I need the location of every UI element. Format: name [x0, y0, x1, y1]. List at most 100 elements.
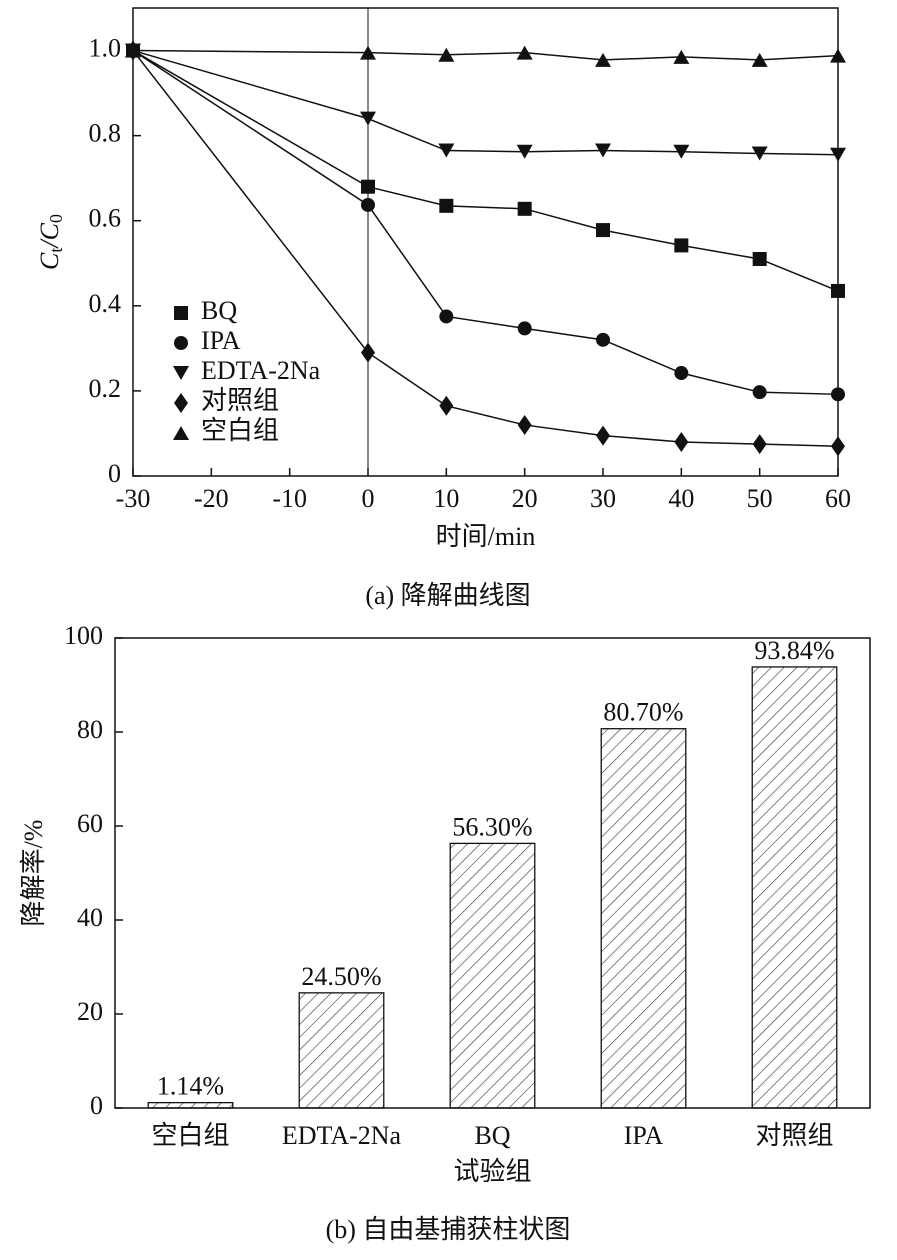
marker — [517, 321, 532, 336]
y-axis-label-part: 0 — [46, 214, 66, 223]
caption: (a) 降解曲线图 — [365, 581, 530, 610]
y-axis-label-part: t — [46, 248, 66, 253]
marker — [596, 425, 610, 446]
x-tick-label: -20 — [194, 484, 229, 513]
x-tick-label: -10 — [272, 484, 307, 513]
x-tick-label: BQ — [474, 1121, 510, 1150]
marker — [752, 434, 767, 455]
x-tick-label: 对照组 — [755, 1121, 833, 1150]
y-tick-label: 100 — [64, 621, 103, 650]
legend-label: EDTA-2Na — [201, 356, 321, 385]
marker — [361, 197, 375, 212]
y-tick-label: 20 — [77, 997, 103, 1026]
legend-marker — [173, 366, 189, 380]
x-tick-label: 空白组 — [151, 1121, 229, 1150]
marker — [360, 45, 376, 60]
y-tick-label: 0 — [90, 1091, 103, 1120]
x-axis-label: 试验组 — [453, 1157, 531, 1186]
x-tick-label: 10 — [433, 484, 459, 513]
x-tick-label: 50 — [747, 484, 773, 513]
marker — [831, 436, 845, 457]
x-tick-label: 0 — [362, 484, 375, 513]
marker — [517, 414, 532, 435]
marker — [830, 48, 846, 63]
marker — [517, 201, 532, 216]
marker — [751, 52, 768, 67]
x-tick-label: EDTA-2Na — [282, 1121, 402, 1150]
marker — [361, 179, 375, 194]
legend-label: IPA — [201, 326, 241, 355]
marker — [439, 309, 454, 324]
marker — [752, 252, 767, 267]
x-tick-label: 60 — [825, 484, 851, 513]
marker — [438, 47, 455, 62]
legend-marker — [174, 393, 188, 413]
bar — [751, 666, 838, 1109]
legend-marker — [174, 336, 188, 350]
y-tick-label: 0.2 — [89, 374, 122, 403]
legend-marker — [173, 426, 189, 440]
legend-marker — [174, 306, 188, 320]
bar — [147, 1101, 234, 1109]
value-label: 80.70% — [603, 698, 683, 727]
marker — [596, 223, 610, 238]
marker — [596, 332, 610, 347]
y-axis-label-part: /C — [35, 222, 64, 249]
x-axis-label: 时间/min — [436, 522, 536, 551]
marker — [439, 198, 454, 213]
y-tick-label: 1.0 — [89, 34, 122, 63]
marker — [674, 431, 689, 452]
marker — [751, 146, 768, 161]
legend-label: 对照组 — [201, 386, 279, 415]
y-axis-label-part: C — [35, 252, 64, 270]
marker — [360, 111, 376, 126]
x-tick-label: 20 — [512, 484, 538, 513]
marker — [674, 238, 689, 253]
y-tick-label: 0.4 — [89, 289, 122, 318]
marker — [673, 49, 690, 64]
plot-frame — [132, 7, 839, 477]
series-line — [132, 49, 839, 61]
caption: (b) 自由基捕获柱状图 — [326, 1215, 571, 1244]
marker — [831, 387, 845, 402]
marker — [595, 52, 611, 67]
marker — [439, 395, 454, 416]
x-tick-label: -30 — [116, 484, 151, 513]
marker — [674, 366, 689, 381]
y-tick-label: 0.6 — [89, 204, 122, 233]
value-label: 24.50% — [301, 962, 381, 991]
marker — [752, 385, 767, 400]
y-tick-label: 60 — [77, 809, 103, 838]
legend-label: 空白组 — [201, 416, 279, 445]
y-axis-label: Ct/C0 — [35, 214, 66, 270]
series-line — [132, 49, 839, 396]
y-tick-label: 0.8 — [89, 119, 122, 148]
marker — [595, 143, 611, 158]
x-tick-label: 30 — [590, 484, 616, 513]
bar — [298, 992, 385, 1109]
x-tick-label: IPA — [624, 1121, 664, 1150]
series-line — [132, 49, 839, 156]
bar — [600, 728, 687, 1109]
series-line — [132, 49, 839, 292]
x-tick-label: 40 — [668, 484, 694, 513]
marker — [516, 45, 533, 60]
y-tick-label: 80 — [77, 715, 103, 744]
marker — [673, 144, 690, 159]
marker — [361, 342, 375, 363]
marker — [125, 43, 141, 58]
value-label: 1.14% — [157, 1072, 224, 1101]
legend-label: BQ — [201, 296, 237, 325]
value-label: 56.30% — [452, 812, 532, 841]
y-axis-label: 降解率/% — [19, 820, 48, 927]
marker — [516, 144, 533, 159]
marker — [830, 147, 846, 162]
bar — [449, 842, 536, 1109]
series-line — [132, 50, 839, 447]
y-tick-label: 40 — [77, 903, 103, 932]
value-label: 93.84% — [754, 636, 834, 665]
marker — [438, 143, 455, 158]
marker — [831, 283, 845, 298]
